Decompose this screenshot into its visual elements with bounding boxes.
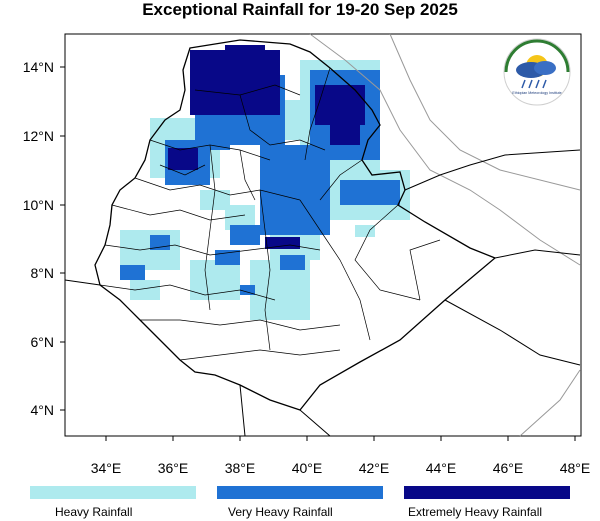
coastline xyxy=(309,33,581,437)
logo-text: Ethiopian Meteorology Institute xyxy=(512,91,561,95)
legend-swatch-heavy xyxy=(30,486,196,499)
x-tick-label: 44°E xyxy=(426,460,457,476)
y-tick-label: 12°N xyxy=(23,128,54,144)
axis-ticks xyxy=(60,66,576,441)
x-tick-label: 48°E xyxy=(560,460,591,476)
legend-label-very-heavy: Very Heavy Rainfall xyxy=(228,505,333,519)
neighbour-border xyxy=(64,149,581,437)
ethiopian-meteorology-institute-logo: Ethiopian Meteorology Institute xyxy=(503,38,571,106)
x-tick-label: 46°E xyxy=(493,460,524,476)
x-tick-labels: 34°E 36°E 38°E 40°E 42°E 44°E 46°E 48°E xyxy=(91,460,591,476)
country-border xyxy=(94,39,497,411)
legend-label-heavy: Heavy Rainfall xyxy=(55,505,133,519)
y-tick-labels: 14°N 12°N 10°N 8°N 6°N 4°N xyxy=(23,59,54,418)
y-tick-label: 14°N xyxy=(23,59,54,75)
x-tick-label: 34°E xyxy=(91,460,122,476)
legend-label-extreme: Extremely Heavy Rainfall xyxy=(408,505,543,519)
y-tick-label: 6°N xyxy=(31,334,55,350)
x-tick-label: 40°E xyxy=(292,460,323,476)
x-tick-label: 38°E xyxy=(225,460,256,476)
y-tick-label: 8°N xyxy=(31,265,55,281)
x-tick-label: 36°E xyxy=(158,460,189,476)
internal-boundaries xyxy=(99,67,441,361)
x-tick-label: 42°E xyxy=(359,460,390,476)
map-title: Exceptional Rainfall for 19-20 Sep 2025 xyxy=(142,0,458,19)
legend-swatch-extreme xyxy=(404,486,570,499)
legend-swatch-very-heavy xyxy=(217,486,383,499)
y-tick-label: 4°N xyxy=(31,402,55,418)
y-tick-label: 10°N xyxy=(23,197,54,213)
